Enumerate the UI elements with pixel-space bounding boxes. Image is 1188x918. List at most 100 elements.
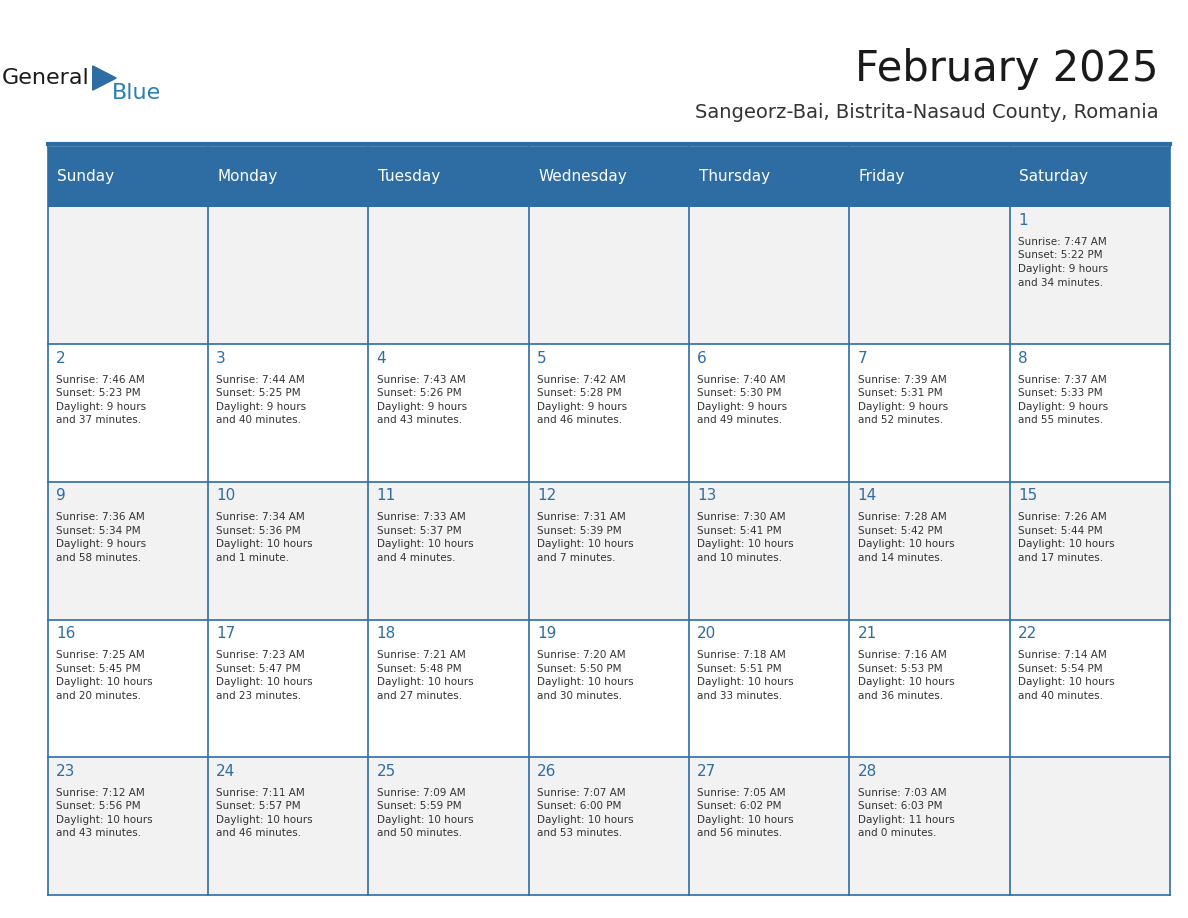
Text: 2: 2 — [56, 351, 65, 365]
Bar — [48, 207, 208, 344]
Text: Sunrise: 7:20 AM
Sunset: 5:50 PM
Daylight: 10 hours
and 30 minutes.: Sunrise: 7:20 AM Sunset: 5:50 PM Dayligh… — [537, 650, 633, 700]
Bar — [1010, 482, 1170, 620]
Text: Sunrise: 7:05 AM
Sunset: 6:02 PM
Daylight: 10 hours
and 56 minutes.: Sunrise: 7:05 AM Sunset: 6:02 PM Dayligh… — [697, 788, 794, 838]
Text: 22: 22 — [1018, 626, 1037, 641]
Text: General: General — [1, 68, 89, 88]
Text: Sunrise: 7:07 AM
Sunset: 6:00 PM
Daylight: 10 hours
and 53 minutes.: Sunrise: 7:07 AM Sunset: 6:00 PM Dayligh… — [537, 788, 633, 838]
Text: 16: 16 — [56, 626, 75, 641]
Bar — [689, 207, 849, 344]
Polygon shape — [93, 66, 116, 90]
Text: Sunrise: 7:42 AM
Sunset: 5:28 PM
Daylight: 9 hours
and 46 minutes.: Sunrise: 7:42 AM Sunset: 5:28 PM Dayligh… — [537, 375, 627, 425]
Text: Sunrise: 7:23 AM
Sunset: 5:47 PM
Daylight: 10 hours
and 23 minutes.: Sunrise: 7:23 AM Sunset: 5:47 PM Dayligh… — [216, 650, 312, 700]
Text: 9: 9 — [56, 488, 65, 503]
Text: Sunrise: 7:31 AM
Sunset: 5:39 PM
Daylight: 10 hours
and 7 minutes.: Sunrise: 7:31 AM Sunset: 5:39 PM Dayligh… — [537, 512, 633, 563]
Text: Sunday: Sunday — [57, 169, 114, 185]
Bar — [208, 344, 368, 482]
Text: 18: 18 — [377, 626, 396, 641]
Text: 27: 27 — [697, 764, 716, 778]
Bar — [689, 482, 849, 620]
Bar — [849, 757, 1010, 895]
Text: Sunrise: 7:39 AM
Sunset: 5:31 PM
Daylight: 9 hours
and 52 minutes.: Sunrise: 7:39 AM Sunset: 5:31 PM Dayligh… — [858, 375, 948, 425]
Bar — [1010, 620, 1170, 757]
Bar — [208, 757, 368, 895]
Text: Sunrise: 7:16 AM
Sunset: 5:53 PM
Daylight: 10 hours
and 36 minutes.: Sunrise: 7:16 AM Sunset: 5:53 PM Dayligh… — [858, 650, 954, 700]
Text: Tuesday: Tuesday — [378, 169, 440, 185]
Bar — [48, 620, 208, 757]
Text: 17: 17 — [216, 626, 235, 641]
Text: 19: 19 — [537, 626, 556, 641]
Bar — [849, 482, 1010, 620]
Text: Sunrise: 7:26 AM
Sunset: 5:44 PM
Daylight: 10 hours
and 17 minutes.: Sunrise: 7:26 AM Sunset: 5:44 PM Dayligh… — [1018, 512, 1114, 563]
Text: 5: 5 — [537, 351, 546, 365]
Text: Sunrise: 7:12 AM
Sunset: 5:56 PM
Daylight: 10 hours
and 43 minutes.: Sunrise: 7:12 AM Sunset: 5:56 PM Dayligh… — [56, 788, 152, 838]
Bar — [208, 482, 368, 620]
Text: 24: 24 — [216, 764, 235, 778]
Text: Sunrise: 7:40 AM
Sunset: 5:30 PM
Daylight: 9 hours
and 49 minutes.: Sunrise: 7:40 AM Sunset: 5:30 PM Dayligh… — [697, 375, 788, 425]
Text: Thursday: Thursday — [699, 169, 770, 185]
Bar — [689, 757, 849, 895]
Text: Sunrise: 7:14 AM
Sunset: 5:54 PM
Daylight: 10 hours
and 40 minutes.: Sunrise: 7:14 AM Sunset: 5:54 PM Dayligh… — [1018, 650, 1114, 700]
Bar — [849, 207, 1010, 344]
Bar — [368, 344, 529, 482]
Text: Sunrise: 7:36 AM
Sunset: 5:34 PM
Daylight: 9 hours
and 58 minutes.: Sunrise: 7:36 AM Sunset: 5:34 PM Dayligh… — [56, 512, 146, 563]
Text: Sunrise: 7:11 AM
Sunset: 5:57 PM
Daylight: 10 hours
and 46 minutes.: Sunrise: 7:11 AM Sunset: 5:57 PM Dayligh… — [216, 788, 312, 838]
Bar — [529, 344, 689, 482]
Text: Friday: Friday — [859, 169, 905, 185]
Bar — [48, 147, 1170, 207]
Bar — [368, 207, 529, 344]
Bar — [1010, 344, 1170, 482]
Text: Sunrise: 7:47 AM
Sunset: 5:22 PM
Daylight: 9 hours
and 34 minutes.: Sunrise: 7:47 AM Sunset: 5:22 PM Dayligh… — [1018, 237, 1108, 287]
Text: 3: 3 — [216, 351, 226, 365]
Text: Sunrise: 7:28 AM
Sunset: 5:42 PM
Daylight: 10 hours
and 14 minutes.: Sunrise: 7:28 AM Sunset: 5:42 PM Dayligh… — [858, 512, 954, 563]
Text: Sunrise: 7:09 AM
Sunset: 5:59 PM
Daylight: 10 hours
and 50 minutes.: Sunrise: 7:09 AM Sunset: 5:59 PM Dayligh… — [377, 788, 473, 838]
Text: 8: 8 — [1018, 351, 1028, 365]
Text: Sunrise: 7:34 AM
Sunset: 5:36 PM
Daylight: 10 hours
and 1 minute.: Sunrise: 7:34 AM Sunset: 5:36 PM Dayligh… — [216, 512, 312, 563]
Text: 21: 21 — [858, 626, 877, 641]
Text: 4: 4 — [377, 351, 386, 365]
Bar — [48, 757, 208, 895]
Bar — [368, 620, 529, 757]
Bar — [849, 620, 1010, 757]
Text: Sunrise: 7:37 AM
Sunset: 5:33 PM
Daylight: 9 hours
and 55 minutes.: Sunrise: 7:37 AM Sunset: 5:33 PM Dayligh… — [1018, 375, 1108, 425]
Bar — [529, 207, 689, 344]
Text: 25: 25 — [377, 764, 396, 778]
Text: 20: 20 — [697, 626, 716, 641]
Text: Sangeorz-Bai, Bistrita-Nasaud County, Romania: Sangeorz-Bai, Bistrita-Nasaud County, Ro… — [695, 104, 1158, 122]
Text: Sunrise: 7:30 AM
Sunset: 5:41 PM
Daylight: 10 hours
and 10 minutes.: Sunrise: 7:30 AM Sunset: 5:41 PM Dayligh… — [697, 512, 794, 563]
Text: 13: 13 — [697, 488, 716, 503]
Text: 14: 14 — [858, 488, 877, 503]
Bar — [849, 344, 1010, 482]
Text: 1: 1 — [1018, 213, 1028, 228]
Bar — [1010, 207, 1170, 344]
Bar — [48, 344, 208, 482]
Text: 10: 10 — [216, 488, 235, 503]
Text: Sunrise: 7:44 AM
Sunset: 5:25 PM
Daylight: 9 hours
and 40 minutes.: Sunrise: 7:44 AM Sunset: 5:25 PM Dayligh… — [216, 375, 307, 425]
Bar — [208, 207, 368, 344]
Text: 23: 23 — [56, 764, 75, 778]
Bar — [529, 620, 689, 757]
Text: 11: 11 — [377, 488, 396, 503]
Text: Sunrise: 7:25 AM
Sunset: 5:45 PM
Daylight: 10 hours
and 20 minutes.: Sunrise: 7:25 AM Sunset: 5:45 PM Dayligh… — [56, 650, 152, 700]
Text: 28: 28 — [858, 764, 877, 778]
Text: 26: 26 — [537, 764, 556, 778]
Text: Blue: Blue — [112, 83, 162, 103]
Bar — [368, 482, 529, 620]
Bar — [529, 482, 689, 620]
Bar — [689, 620, 849, 757]
Bar — [1010, 757, 1170, 895]
Bar — [48, 482, 208, 620]
Text: Saturday: Saturday — [1019, 169, 1088, 185]
Text: Sunrise: 7:43 AM
Sunset: 5:26 PM
Daylight: 9 hours
and 43 minutes.: Sunrise: 7:43 AM Sunset: 5:26 PM Dayligh… — [377, 375, 467, 425]
Bar — [208, 620, 368, 757]
Text: February 2025: February 2025 — [855, 48, 1158, 90]
Text: 6: 6 — [697, 351, 707, 365]
Bar — [529, 757, 689, 895]
Bar — [689, 344, 849, 482]
Text: Sunrise: 7:46 AM
Sunset: 5:23 PM
Daylight: 9 hours
and 37 minutes.: Sunrise: 7:46 AM Sunset: 5:23 PM Dayligh… — [56, 375, 146, 425]
Text: 12: 12 — [537, 488, 556, 503]
Text: Sunrise: 7:21 AM
Sunset: 5:48 PM
Daylight: 10 hours
and 27 minutes.: Sunrise: 7:21 AM Sunset: 5:48 PM Dayligh… — [377, 650, 473, 700]
Text: Monday: Monday — [217, 169, 278, 185]
Text: Sunrise: 7:03 AM
Sunset: 6:03 PM
Daylight: 11 hours
and 0 minutes.: Sunrise: 7:03 AM Sunset: 6:03 PM Dayligh… — [858, 788, 954, 838]
Text: 7: 7 — [858, 351, 867, 365]
Text: Sunrise: 7:33 AM
Sunset: 5:37 PM
Daylight: 10 hours
and 4 minutes.: Sunrise: 7:33 AM Sunset: 5:37 PM Dayligh… — [377, 512, 473, 563]
